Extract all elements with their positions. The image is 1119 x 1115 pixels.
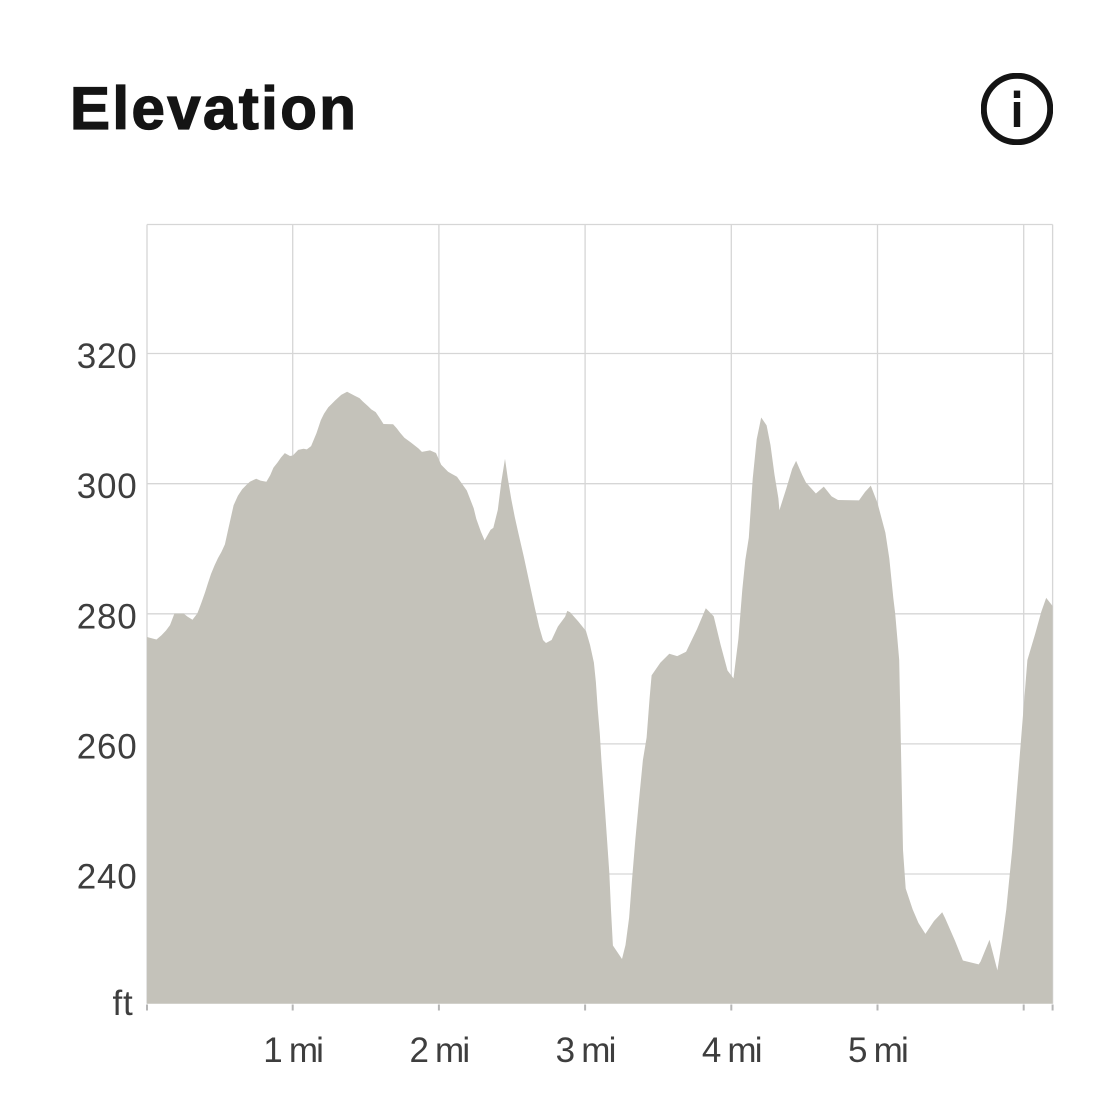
svg-text:280: 280 bbox=[77, 597, 138, 636]
svg-text:300: 300 bbox=[77, 467, 138, 506]
svg-text:240: 240 bbox=[77, 858, 138, 897]
svg-text:320: 320 bbox=[77, 337, 138, 376]
svg-text:1 mi: 1 mi bbox=[263, 1031, 322, 1070]
svg-text:2 mi: 2 mi bbox=[409, 1031, 468, 1070]
svg-text:5 mi: 5 mi bbox=[848, 1031, 907, 1070]
svg-text:4 mi: 4 mi bbox=[702, 1031, 761, 1070]
svg-text:ft: ft bbox=[112, 984, 133, 1023]
svg-text:260: 260 bbox=[77, 727, 138, 766]
svg-text:3 mi: 3 mi bbox=[556, 1031, 615, 1070]
